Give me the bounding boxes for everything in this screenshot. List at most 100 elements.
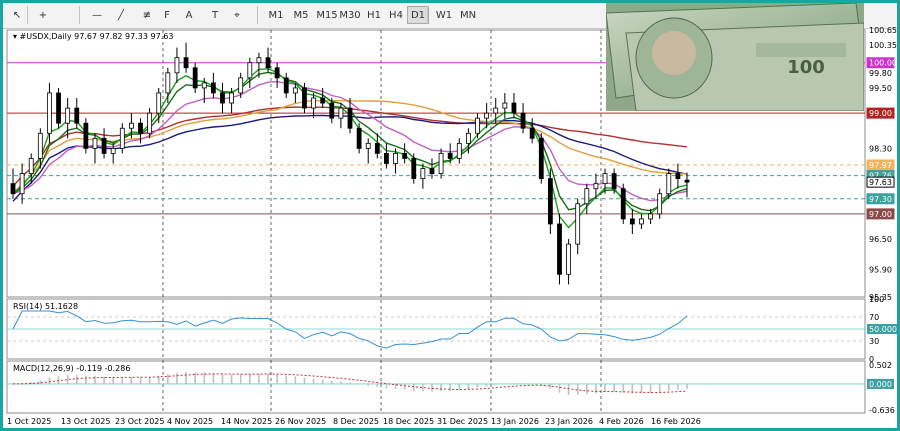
candle xyxy=(47,92,52,134)
candle xyxy=(92,137,98,149)
date-axis-label: 31 Dec 2025 xyxy=(437,417,488,426)
timeframe-h4[interactable]: H4 xyxy=(389,9,403,21)
shapes-icon[interactable]: ⌖ xyxy=(234,9,240,21)
price-axis-label: 95.90 xyxy=(869,265,892,274)
candle xyxy=(65,107,71,124)
date-axis-label: 14 Nov 2025 xyxy=(221,417,272,426)
candle xyxy=(129,122,134,129)
macd-tag-bg xyxy=(867,378,894,389)
candle xyxy=(256,57,262,64)
candle xyxy=(147,112,153,134)
timeframe-m30[interactable]: M30 xyxy=(339,9,361,21)
rsi-level-tag: 50.0000 xyxy=(869,325,897,334)
horizontal-line-icon[interactable]: — xyxy=(92,9,102,21)
candle xyxy=(292,87,298,94)
candle xyxy=(320,97,326,104)
price-axis-label: 99.50 xyxy=(869,84,892,93)
date-axis-label: 23 Jan 2026 xyxy=(545,417,593,426)
price-tag-bg xyxy=(866,159,895,171)
candle xyxy=(265,57,271,69)
date-axis-label: 18 Dec 2025 xyxy=(383,417,434,426)
price-tag: 100.00 xyxy=(869,59,897,68)
candle xyxy=(210,82,216,94)
candle xyxy=(101,137,107,154)
candle xyxy=(238,77,244,94)
candle xyxy=(347,107,353,129)
candle xyxy=(165,72,171,94)
price-tag: 97.00 xyxy=(869,210,892,219)
price-axis-label: 99.80 xyxy=(869,69,892,78)
crosshair-icon[interactable]: + xyxy=(38,9,48,21)
candle xyxy=(629,218,635,225)
candle xyxy=(302,87,307,109)
candle xyxy=(329,102,335,119)
candle xyxy=(502,102,508,109)
candle xyxy=(575,203,581,245)
candle xyxy=(657,193,663,215)
price-chart[interactable]: 100.65100.3599.8099.5098.9598.3097.6597.… xyxy=(3,3,897,428)
macd-signal-line xyxy=(12,373,688,393)
candle xyxy=(283,77,289,94)
toolbar-separator xyxy=(257,6,258,24)
candle xyxy=(37,132,43,159)
svg-text:100: 100 xyxy=(787,57,825,78)
timeframe-mn[interactable]: MN xyxy=(459,9,477,21)
date-axis-label: 1 Oct 2025 xyxy=(7,417,51,426)
candle xyxy=(684,179,690,183)
candle xyxy=(247,62,253,79)
candle xyxy=(365,142,371,149)
toolbar-separator xyxy=(79,6,80,24)
timeframe-d1[interactable]: D1 xyxy=(407,6,429,24)
price-axis-label: 100.65 xyxy=(869,26,897,35)
candle xyxy=(110,147,116,154)
candle xyxy=(119,127,125,149)
candle xyxy=(56,92,61,124)
equidistant-channel-icon[interactable]: ≢ xyxy=(142,9,152,21)
timeframe-m5[interactable]: M5 xyxy=(293,9,309,21)
candle xyxy=(356,127,362,149)
fibonacci-icon[interactable]: F xyxy=(164,9,170,21)
symbol-info: ▾ #USDX,Daily 97.67 97.82 97.33 97.63 xyxy=(13,32,173,41)
macd-panel xyxy=(6,360,866,414)
candle xyxy=(374,142,380,154)
text-icon[interactable]: A xyxy=(185,9,193,21)
candle xyxy=(192,67,198,89)
price-axis-label: 96.50 xyxy=(869,235,892,244)
price-tag: 99.00 xyxy=(869,109,892,118)
date-axis-label: 16 Feb 2026 xyxy=(651,417,701,426)
cursor-icon[interactable]: ↖ xyxy=(12,9,22,21)
date-axis-label: 23 Oct 2025 xyxy=(115,417,164,426)
price-tag-bg xyxy=(866,107,895,119)
rsi-label: RSI(14) 51.1628 xyxy=(13,302,78,311)
text-label-icon[interactable]: T xyxy=(211,9,219,21)
price-tag: 97.63 xyxy=(869,178,892,187)
rsi-axis-label: 30 xyxy=(869,337,879,346)
candle xyxy=(411,158,417,180)
candle xyxy=(338,107,344,119)
date-axis-label: 8 Dec 2025 xyxy=(333,417,379,426)
timeframe-m1[interactable]: M1 xyxy=(268,9,284,21)
macd-label: MACD(12,26,9) -0.119 -0.286 xyxy=(13,364,130,373)
date-axis-label: 13 Jan 2026 xyxy=(491,417,539,426)
price-tag: 97.30 xyxy=(869,195,892,204)
timeframe-m15[interactable]: M15 xyxy=(316,9,338,21)
timeframe-w1[interactable]: W1 xyxy=(435,9,453,21)
candle xyxy=(493,107,499,114)
timeframe-h1[interactable]: H1 xyxy=(367,9,381,21)
candle xyxy=(611,173,617,190)
candle xyxy=(311,97,316,109)
candle xyxy=(10,183,16,195)
candle xyxy=(156,92,162,114)
candle xyxy=(520,112,526,129)
candle xyxy=(456,142,462,159)
candle xyxy=(402,153,408,159)
price-tag-bg xyxy=(866,193,895,205)
macd-axis-label: -0.636 xyxy=(869,406,895,415)
trendline-icon[interactable]: ╱ xyxy=(117,9,125,21)
candle xyxy=(511,102,517,114)
candle xyxy=(484,112,490,119)
rsi-axis-label: 100 xyxy=(869,295,884,304)
candle xyxy=(393,153,398,164)
candle xyxy=(429,168,435,174)
